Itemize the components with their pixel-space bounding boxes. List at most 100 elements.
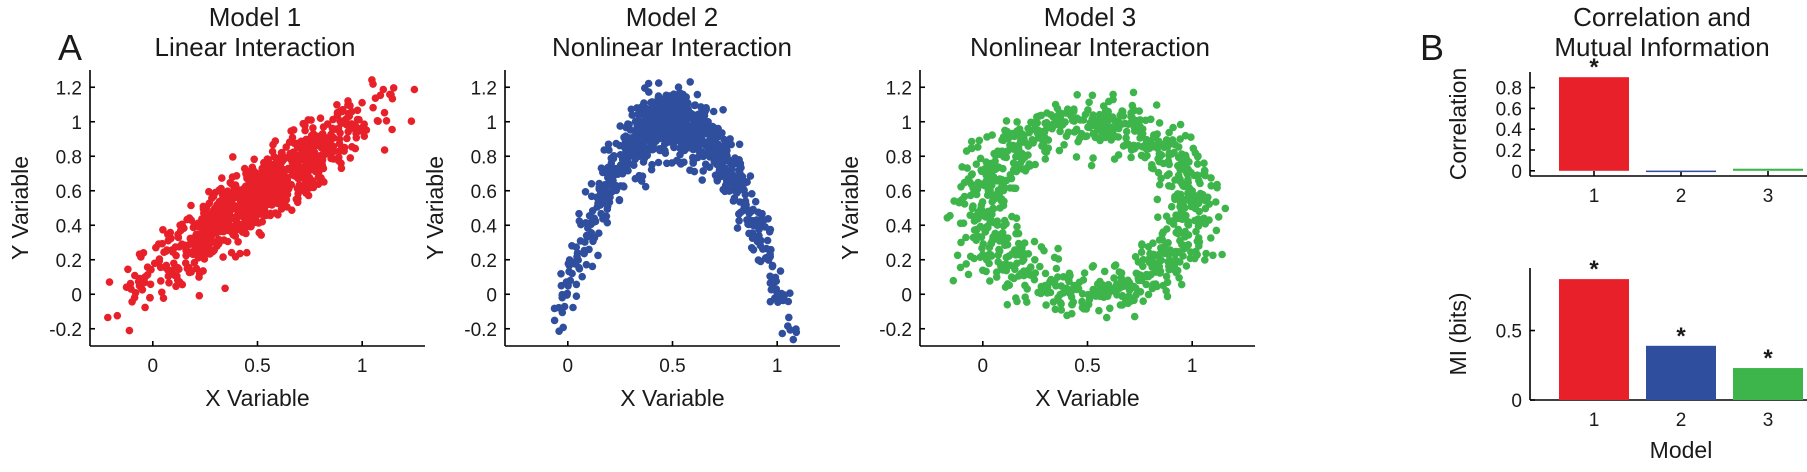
- y-tick-label: 1: [901, 113, 912, 134]
- data-point: [977, 201, 986, 209]
- data-point: [672, 127, 680, 135]
- y-tick-label: 0.8: [471, 147, 497, 168]
- data-point: [271, 137, 280, 145]
- y-tick-label: 0.6: [886, 182, 912, 203]
- y-tick-label: 0.8: [886, 147, 912, 168]
- data-point: [599, 168, 607, 177]
- data-point: [748, 234, 757, 242]
- data-point: [113, 311, 122, 320]
- data-point: [621, 143, 630, 152]
- data-point: [1037, 133, 1046, 141]
- data-point: [685, 113, 694, 121]
- data-point: [763, 236, 772, 245]
- data-point: [1015, 130, 1023, 139]
- data-point: [337, 164, 346, 173]
- data-point: [1003, 147, 1012, 155]
- data-point: [974, 178, 982, 187]
- data-point: [215, 186, 223, 194]
- data-point: [635, 143, 644, 151]
- data-point: [218, 174, 226, 182]
- data-point: [1172, 211, 1180, 219]
- data-point: [1018, 244, 1026, 252]
- data-point: [1102, 285, 1110, 294]
- data-point: [1190, 254, 1199, 263]
- data-point: [1157, 244, 1165, 252]
- data-point: [626, 151, 634, 160]
- data-point: [302, 140, 311, 149]
- data-point: [644, 145, 652, 153]
- data-point: [184, 266, 193, 274]
- data-point: [648, 104, 656, 113]
- data-point: [362, 126, 371, 134]
- data-point: [287, 180, 296, 189]
- x-tick-label: 1: [1589, 186, 1600, 207]
- axes: [919, 70, 1255, 347]
- data-point: [974, 143, 982, 151]
- data-point: [240, 214, 249, 223]
- data-point: [199, 202, 208, 211]
- data-point: [351, 123, 360, 132]
- data-point: [125, 326, 134, 335]
- data-point: [744, 220, 753, 229]
- data-point: [1085, 123, 1094, 132]
- data-point: [342, 120, 351, 129]
- data-point: [407, 117, 416, 125]
- data-point: [1076, 116, 1085, 124]
- data-point: [1011, 251, 1020, 259]
- y-tick-label: 0.5: [1496, 322, 1522, 343]
- data-point: [720, 135, 728, 144]
- scatter-points: [943, 88, 1230, 322]
- data-point: [974, 208, 983, 216]
- data-point: [1014, 152, 1023, 161]
- data-point: [1189, 144, 1198, 153]
- data-point: [1068, 309, 1076, 318]
- data-point: [1190, 191, 1198, 199]
- data-point: [1044, 136, 1053, 144]
- data-point: [1142, 270, 1151, 279]
- chart-title-line: Model 2: [626, 2, 719, 32]
- data-point: [368, 76, 376, 84]
- data-point: [236, 197, 245, 206]
- data-point: [1027, 263, 1035, 271]
- data-point: [272, 193, 280, 202]
- data-point: [195, 291, 204, 300]
- data-point: [255, 206, 264, 215]
- data-point: [629, 160, 637, 169]
- data-point: [241, 222, 249, 230]
- data-point: [1047, 278, 1055, 286]
- data-point: [1212, 226, 1221, 235]
- data-point: [159, 226, 167, 234]
- data-point: [1006, 261, 1015, 270]
- data-point: [250, 155, 258, 164]
- data-point: [1137, 248, 1146, 256]
- data-point: [207, 222, 215, 231]
- data-point: [635, 152, 644, 160]
- data-point: [267, 165, 275, 173]
- x-axis-label: X Variable: [1035, 385, 1139, 411]
- data-point: [1006, 184, 1014, 192]
- data-point: [156, 263, 165, 272]
- significance-marker: *: [1589, 256, 1599, 283]
- axes: [89, 70, 425, 347]
- data-point: [343, 134, 351, 143]
- data-point: [1089, 285, 1097, 294]
- data-point: [970, 254, 978, 263]
- data-point: [1153, 282, 1161, 291]
- data-point: [1214, 213, 1223, 221]
- data-point: [219, 218, 228, 226]
- data-point: [135, 281, 144, 290]
- data-point: [680, 108, 689, 117]
- data-point: [581, 188, 590, 196]
- data-point: [180, 241, 189, 249]
- data-point: [749, 246, 758, 254]
- scatter-points: [550, 78, 801, 344]
- data-point: [1089, 154, 1097, 162]
- data-point: [247, 222, 255, 231]
- data-point: [1176, 258, 1184, 266]
- data-point: [719, 157, 727, 166]
- data-point: [1013, 118, 1021, 126]
- data-point: [1006, 171, 1015, 179]
- data-point: [686, 166, 694, 174]
- data-point: [722, 141, 731, 149]
- data-point: [1167, 202, 1176, 211]
